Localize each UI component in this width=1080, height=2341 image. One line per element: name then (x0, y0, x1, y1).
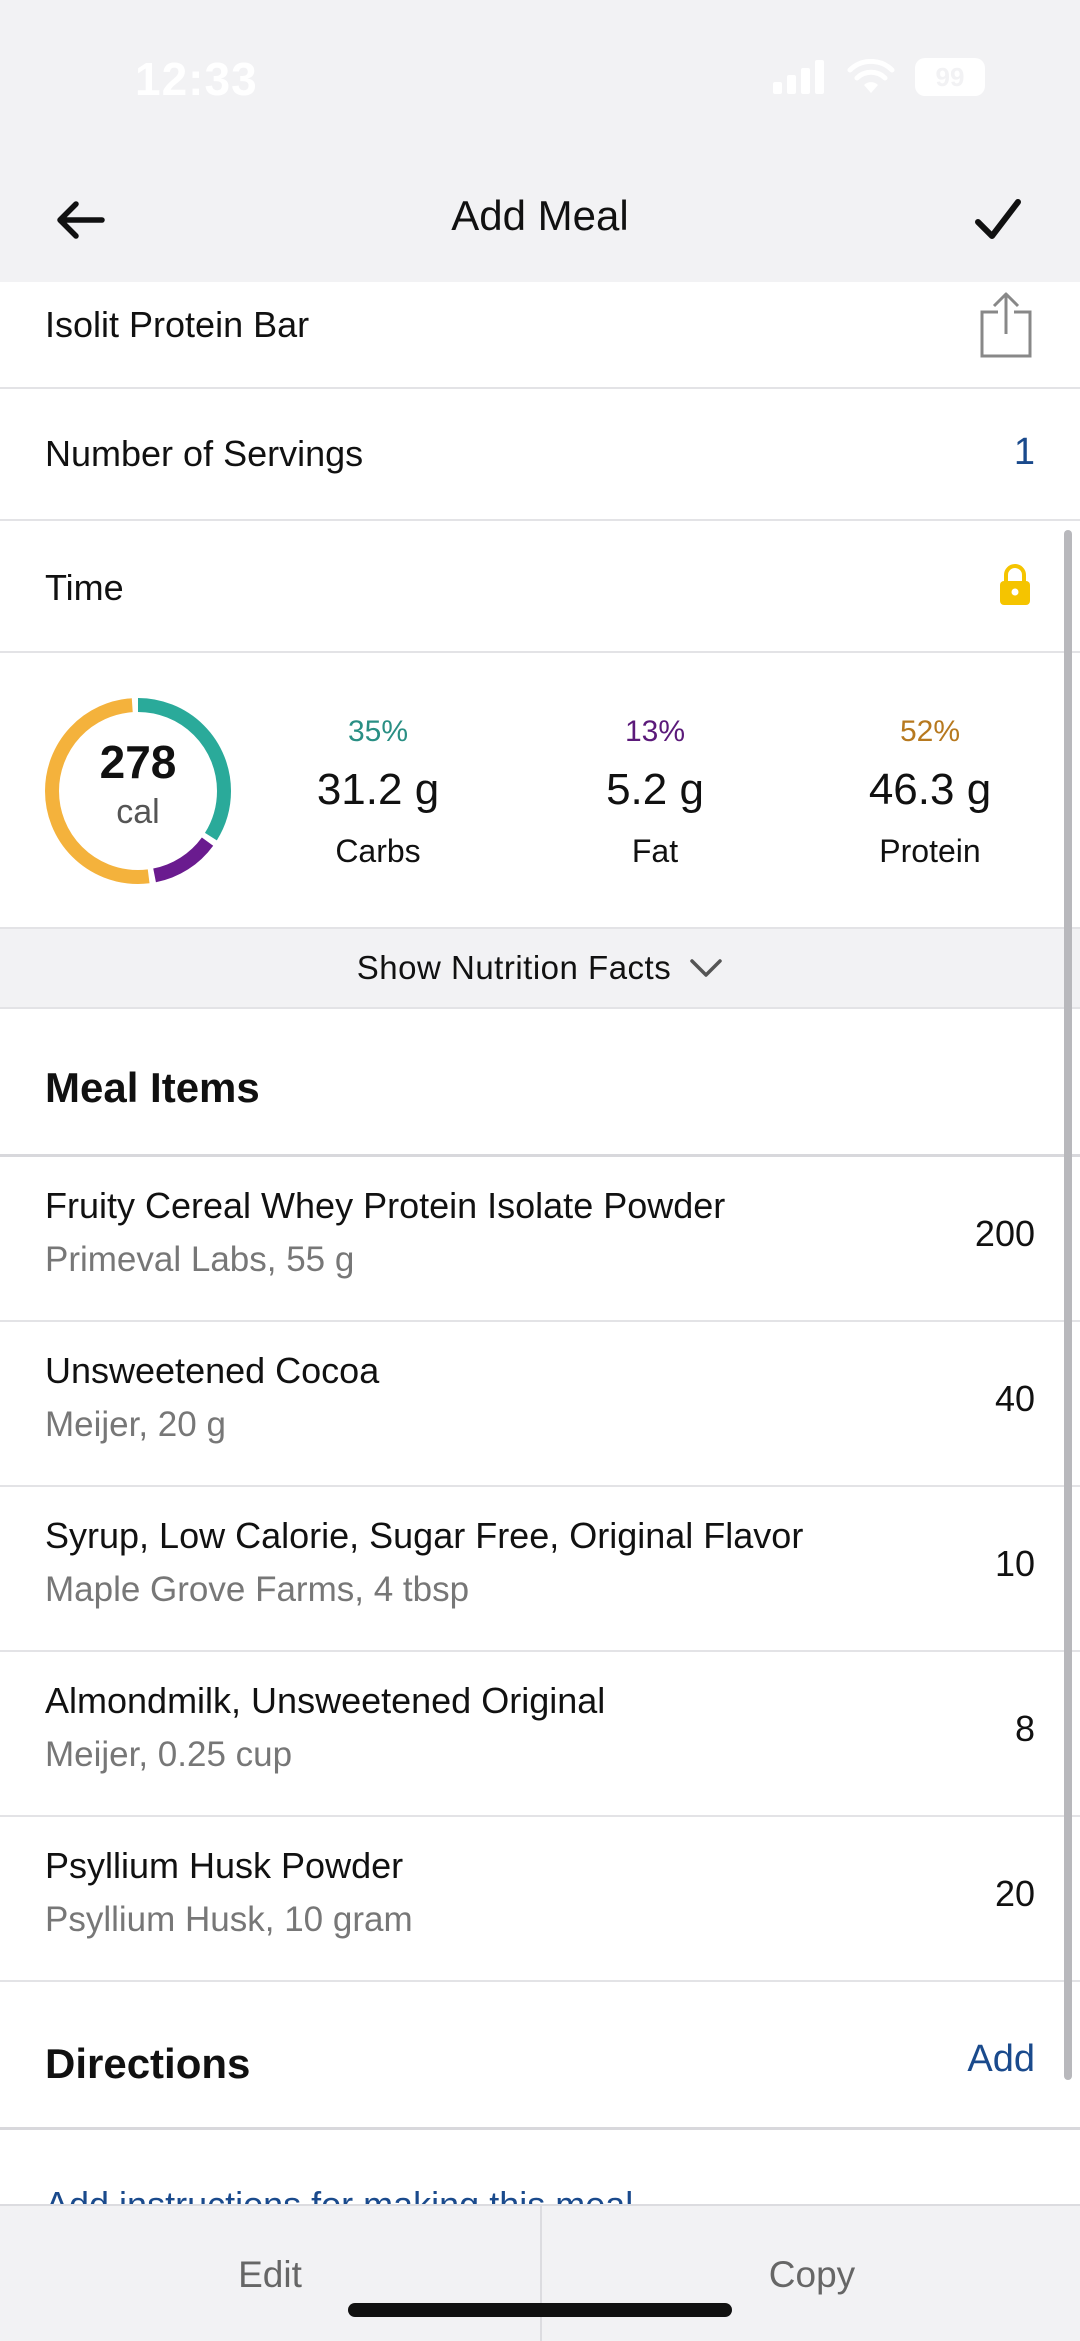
list-item[interactable]: Almondmilk, Unsweetened Original Meijer,… (0, 1652, 1080, 1817)
copy-button[interactable]: Copy (768, 2254, 856, 2295)
ring-segment-protein (45, 698, 231, 884)
bottom-action-bar: Edit Copy (0, 2204, 1080, 2341)
meal-item-detail: Meijer, 0.25 cup (45, 1735, 293, 1774)
meal-item-calories: 40 (994, 1378, 1035, 1419)
wifi-icon (847, 59, 895, 93)
time-row[interactable]: Time (0, 521, 1080, 653)
macro-fat-value: 5.2 g (606, 765, 704, 814)
macro-fat-pct: 13% (624, 715, 686, 748)
macro-protein-pct: 52% (899, 715, 961, 748)
meal-items-title: Meal Items (45, 1064, 260, 1111)
list-item[interactable]: Unsweetened Cocoa Meijer, 20 g 40 (0, 1322, 1080, 1487)
status-icons: 99 (773, 58, 985, 96)
arrow-left-icon[interactable] (50, 190, 110, 250)
meal-item-name: Psyllium Husk Powder (45, 1845, 404, 1886)
list-item[interactable]: Psyllium Husk Powder Psyllium Husk, 10 g… (0, 1817, 1080, 1982)
share-icon[interactable] (976, 290, 1036, 360)
macro-fat: 13% 5.2 g Fat (545, 715, 765, 870)
directions-header: Directions Add (0, 1982, 1080, 2130)
time-label: Time (45, 567, 124, 608)
bottom-divider (540, 2206, 542, 2341)
chevron-down-icon (690, 959, 722, 977)
status-time: 12:33 (135, 53, 258, 105)
servings-row[interactable]: Number of Servings 1 (0, 389, 1080, 521)
meal-item-name: Almondmilk, Unsweetened Original (45, 1680, 606, 1721)
macro-carbs-pct: 35% (347, 715, 409, 748)
edit-button[interactable]: Edit (238, 2254, 302, 2295)
meal-name: Isolit Protein Bar (45, 304, 310, 345)
nav-bar: Add Meal (0, 160, 1080, 282)
macro-carbs-label: Carbs (335, 833, 421, 869)
home-indicator (348, 2303, 732, 2317)
meal-item-calories: 8 (1014, 1708, 1035, 1749)
directions-title: Directions (45, 2040, 251, 2087)
meal-item-calories: 200 (974, 1213, 1035, 1254)
scrollbar[interactable] (1064, 530, 1072, 2080)
show-nutrition-facts-button[interactable]: Show Nutrition Facts (0, 927, 1080, 1009)
macro-carbs: 35% 31.2 g Carbs (268, 715, 488, 870)
meal-item-calories: 10 (994, 1543, 1035, 1584)
meal-items-header: Meal Items (0, 1009, 1080, 1157)
calorie-unit: cal (116, 793, 160, 831)
signal-icon (773, 60, 824, 94)
page-title: Add Meal (451, 192, 629, 239)
lock-icon[interactable] (998, 563, 1032, 607)
list-item[interactable]: Fruity Cereal Whey Protein Isolate Powde… (0, 1157, 1080, 1322)
calorie-total: 278 (99, 736, 177, 788)
meal-item-detail: Psyllium Husk, 10 gram (45, 1900, 413, 1939)
meal-item-name: Syrup, Low Calorie, Sugar Free, Original… (45, 1515, 804, 1556)
macro-protein: 52% 46.3 g Protein (820, 715, 1040, 870)
meal-item-calories: 20 (994, 1873, 1035, 1914)
macro-protein-label: Protein (879, 833, 981, 869)
directions-add-button[interactable]: Add (967, 2038, 1035, 2080)
battery-icon: 99 (915, 58, 985, 96)
list-item[interactable]: Syrup, Low Calorie, Sugar Free, Original… (0, 1487, 1080, 1652)
meal-name-row[interactable]: Isolit Protein Bar (0, 282, 1080, 389)
servings-value[interactable]: 1 (1013, 431, 1035, 473)
macro-fat-label: Fat (631, 833, 679, 869)
meal-item-detail: Maple Grove Farms, 4 tbsp (45, 1570, 470, 1609)
meal-item-name: Unsweetened Cocoa (45, 1350, 380, 1391)
meal-item-name: Fruity Cereal Whey Protein Isolate Powde… (45, 1185, 726, 1226)
status-bar: 12:33 99 (0, 0, 1080, 160)
calorie-ring (45, 698, 231, 884)
show-nutrition-facts-label: Show Nutrition Facts (356, 949, 672, 986)
checkmark-icon[interactable] (968, 190, 1028, 250)
macro-carbs-value: 31.2 g (316, 765, 440, 814)
meal-item-detail: Meijer, 20 g (45, 1405, 226, 1444)
servings-label: Number of Servings (45, 433, 364, 474)
meal-item-detail: Primeval Labs, 55 g (45, 1240, 355, 1279)
nutrition-summary: 278 cal 35% 31.2 g Carbs 13% 5.2 g Fat 5… (0, 653, 1080, 927)
macro-protein-value: 46.3 g (868, 765, 992, 814)
ring-segment-carbs (45, 698, 231, 884)
